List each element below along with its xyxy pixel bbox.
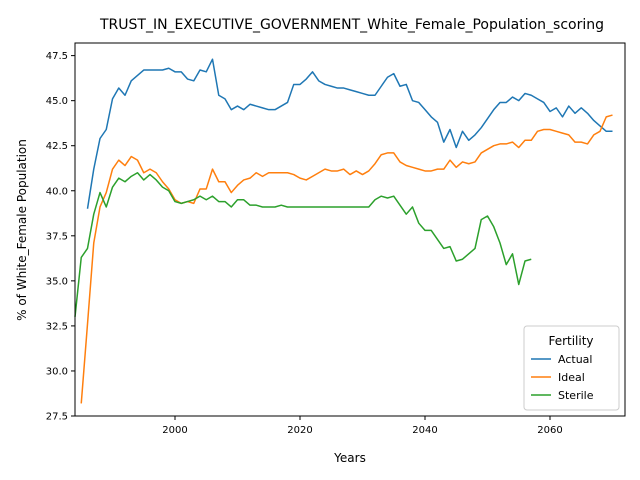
x-axis-label: Years (333, 451, 366, 465)
x-axis: 2000 2020 2040 2060 (162, 416, 563, 436)
y-tick-label: 27.5 (46, 412, 68, 423)
y-tick-label: 42.5 (46, 141, 68, 152)
y-tick-label: 35.0 (46, 276, 68, 287)
legend-label-ideal: Ideal (558, 371, 585, 384)
y-tick-label: 40.0 (46, 186, 68, 197)
y-axis: 27.5 30.0 32.5 35.0 37.5 40.0 42.5 45.0 47.5 (46, 51, 75, 423)
plot-frame (74, 42, 626, 417)
x-tick-label: 2040 (412, 425, 437, 436)
chart-title: TRUST_IN_EXECUTIVE_GOVERNMENT_White_Fema… (99, 17, 604, 33)
y-tick-label: 47.5 (46, 51, 68, 62)
legend: Fertility Actual Ideal Sterile (523, 325, 620, 411)
legend-box (523, 325, 620, 411)
series-line-ideal (80, 114, 613, 404)
plot-lines (74, 58, 613, 404)
series-line-actual (86, 58, 613, 209)
x-tick-label: 2020 (287, 425, 312, 436)
legend-label-sterile: Sterile (558, 389, 594, 402)
y-tick-label: 45.0 (46, 96, 68, 107)
y-tick-label: 32.5 (46, 321, 68, 332)
series-line-sterile (74, 171, 532, 317)
y-axis-label: % of White_Female Population (15, 139, 29, 321)
y-tick-label: 30.0 (46, 366, 68, 377)
x-tick-label: 2000 (162, 425, 187, 436)
x-tick-label: 2060 (537, 425, 562, 436)
legend-title: Fertility (548, 334, 593, 348)
y-tick-label: 37.5 (46, 231, 68, 242)
legend-label-actual: Actual (558, 353, 592, 366)
